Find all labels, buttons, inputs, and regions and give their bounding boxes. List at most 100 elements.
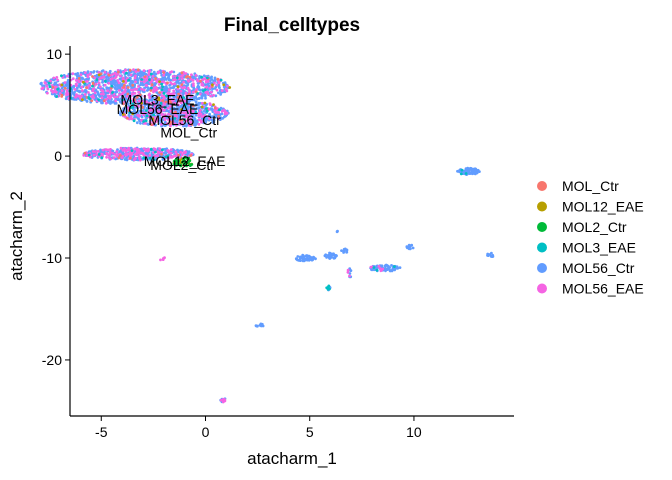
scatter-point <box>162 71 166 74</box>
scatter-point <box>478 170 481 174</box>
scatter-point <box>178 99 182 103</box>
scatter-point <box>63 75 67 79</box>
scatter-point <box>186 97 189 101</box>
scatter-point <box>188 103 191 106</box>
scatter-point <box>152 158 156 162</box>
scatter-point <box>200 83 204 87</box>
scatter-point <box>164 77 167 80</box>
scatter-point <box>152 101 156 104</box>
scatter-point <box>71 96 75 100</box>
scatter-point <box>179 111 183 115</box>
scatter-point <box>122 108 126 111</box>
scatter-point <box>94 150 97 154</box>
scatter-point <box>138 119 141 122</box>
scatter-point <box>157 78 161 81</box>
scatter-point <box>184 91 188 95</box>
scatter-point <box>160 94 164 98</box>
scatter-point <box>208 114 212 118</box>
scatter-point <box>97 71 101 74</box>
scatter-point <box>145 109 148 112</box>
scatter-point <box>175 76 179 80</box>
scatter-point <box>118 100 122 104</box>
scatter-point <box>349 269 352 272</box>
scatter-point <box>165 122 169 125</box>
scatter-point <box>129 83 133 86</box>
scatter-point <box>117 156 121 160</box>
scatter-point <box>182 151 186 155</box>
scatter-point <box>335 254 338 258</box>
scatter-point <box>142 120 146 123</box>
scatter-point <box>125 100 129 104</box>
scatter-point <box>80 85 84 89</box>
scatter-point <box>460 168 464 172</box>
scatter-point <box>196 103 200 106</box>
scatter-point <box>90 95 93 99</box>
scatter-point <box>169 78 172 82</box>
scatter-point <box>182 75 186 79</box>
scatter-point <box>181 122 184 126</box>
scatter-point <box>464 172 468 175</box>
scatter-point <box>154 154 158 158</box>
scatter-point <box>181 93 185 96</box>
scatter-point <box>111 73 115 76</box>
scatter-point <box>134 80 137 84</box>
scatter-point <box>213 87 217 90</box>
scatter-point <box>185 164 188 168</box>
scatter-point <box>66 74 69 78</box>
scatter-point <box>150 83 154 86</box>
scatter-point <box>486 252 490 256</box>
scatter-point <box>181 86 185 90</box>
scatter-point <box>125 148 129 152</box>
scatter-point <box>134 74 137 78</box>
scatter-point <box>163 124 167 127</box>
scatter-point <box>150 79 154 83</box>
scatter-point <box>156 150 160 154</box>
scatter-point <box>164 88 168 92</box>
scatter-point <box>160 150 164 154</box>
scatter-point <box>217 108 221 112</box>
scatter-point <box>60 89 64 92</box>
scatter-point <box>167 88 171 92</box>
scatter-point <box>49 79 52 83</box>
scatter-point <box>91 81 95 85</box>
scatter-point <box>156 111 160 114</box>
scatter-point <box>301 259 305 263</box>
scatter-point <box>192 87 196 91</box>
scatter-point <box>74 72 77 76</box>
scatter-point <box>167 118 170 122</box>
scatter-point <box>98 95 102 98</box>
scatter-point <box>71 91 74 95</box>
scatter-point <box>92 96 96 99</box>
scatter-point <box>60 86 64 90</box>
scatter-point <box>60 83 64 87</box>
scatter-point <box>126 92 130 96</box>
scatter-point <box>223 110 227 113</box>
scatter-point <box>160 123 163 126</box>
scatter-point <box>74 79 78 82</box>
scatter-point <box>130 152 134 156</box>
scatter-point <box>123 93 127 96</box>
scatter-point <box>125 71 128 75</box>
scatter-point <box>173 122 177 126</box>
scatter-point <box>140 72 144 76</box>
scatter-point <box>346 268 350 272</box>
scatter-point <box>200 105 204 109</box>
scatter-point <box>160 88 164 91</box>
scatter-point <box>182 80 186 84</box>
scatter-point <box>217 91 220 95</box>
scatter-point <box>46 87 50 91</box>
scatter-point <box>162 73 166 77</box>
scatter-point <box>304 258 308 261</box>
scatter-point <box>197 114 201 118</box>
scatter-point <box>92 71 95 74</box>
scatter-point <box>105 97 108 101</box>
scatter-point <box>107 73 111 77</box>
scatter-point <box>160 107 164 111</box>
scatter-point <box>96 92 100 96</box>
scatter-point <box>99 85 102 89</box>
scatter-point <box>133 98 137 102</box>
scatter-point <box>129 115 133 119</box>
scatter-point <box>130 79 134 83</box>
scatter-point <box>345 249 348 253</box>
scatter-point <box>106 89 109 93</box>
